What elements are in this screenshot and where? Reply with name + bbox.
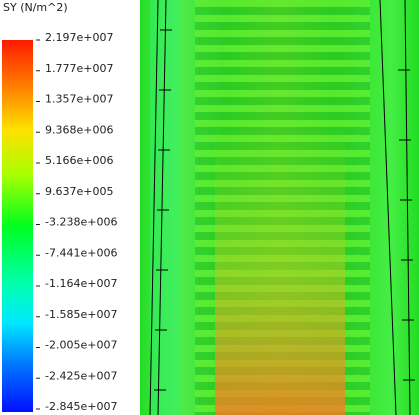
legend-label: 1.357e+007 — [45, 93, 113, 106]
legend-labels: 2.197e+007 1.777e+007 1.357e+007 9.368e+006… — [36, 31, 117, 413]
legend-label: -7.441e+006 — [45, 246, 117, 259]
legend-label: 9.368e+006 — [45, 123, 113, 136]
model-view — [140, 0, 419, 415]
legend-label: -2.845e+007 — [45, 400, 117, 413]
legend-label: -2.005e+007 — [45, 339, 117, 352]
legend-label: -3.238e+006 — [45, 216, 117, 229]
color-bar — [2, 40, 33, 412]
legend-label: -2.425e+007 — [45, 369, 117, 382]
legend-label: 2.197e+007 — [45, 31, 113, 44]
legend-label: 9.637e+005 — [45, 185, 113, 198]
legend-label: 5.166e+006 — [45, 154, 113, 167]
legend-title: SY (N/m^2) — [3, 1, 68, 14]
legend-label: -1.164e+007 — [45, 277, 117, 290]
legend-label: -1.585e+007 — [45, 308, 117, 321]
legend-label: 1.777e+007 — [45, 62, 113, 75]
